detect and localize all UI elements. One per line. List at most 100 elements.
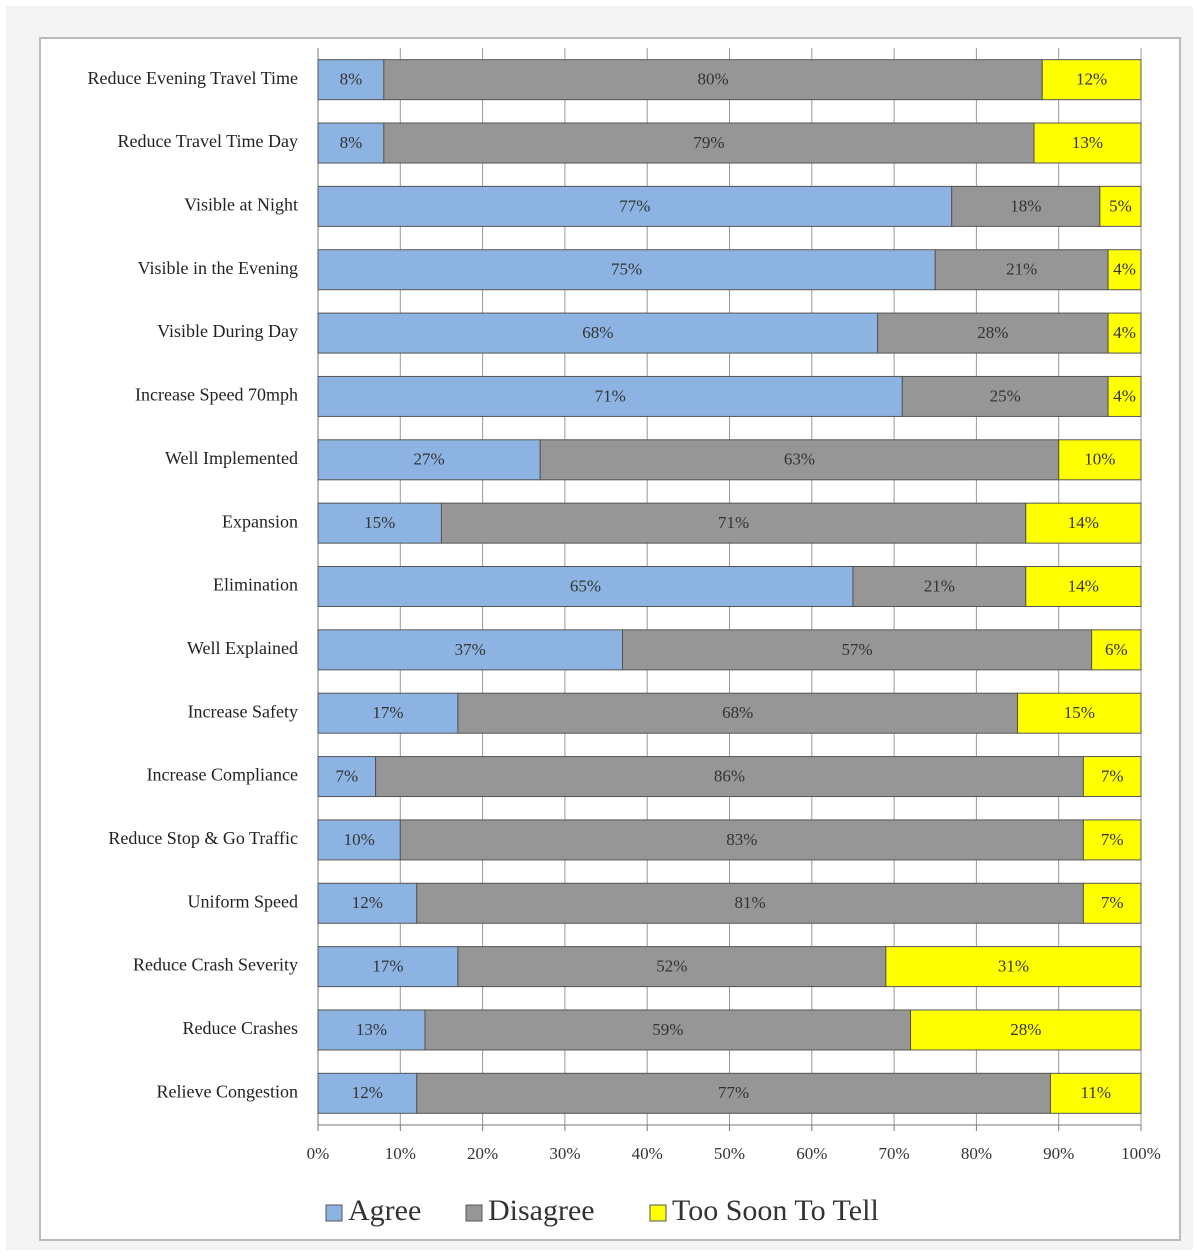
bar-segment — [317, 882, 418, 924]
value-label: 21% — [924, 576, 955, 595]
bar-segment — [1025, 502, 1142, 544]
value-label: 86% — [714, 766, 745, 785]
x-tick-label: 60% — [796, 1144, 827, 1163]
value-label: 14% — [1068, 576, 1099, 595]
bar-segment — [1025, 566, 1142, 607]
category-label: Uniform Speed — [188, 891, 298, 911]
bar-segment — [317, 249, 936, 291]
bar-segment — [951, 185, 1101, 227]
bar-segment — [901, 375, 1109, 417]
legend-swatch — [325, 1204, 343, 1222]
x-tick-label: 70% — [879, 1144, 910, 1163]
category-label: Reduce Stop & Go Traffic — [108, 828, 298, 848]
legend-label: Too Soon To Tell — [672, 1194, 879, 1227]
bar-segment — [383, 122, 1035, 164]
legend-swatch — [465, 1204, 483, 1222]
legend-label: Disagree — [488, 1194, 595, 1227]
bar-segment — [622, 629, 1093, 671]
value-label: 31% — [998, 957, 1029, 976]
value-label: 7% — [1101, 766, 1124, 785]
bar-segment — [317, 439, 541, 481]
bar-segment — [317, 692, 459, 734]
bar-segment — [1058, 439, 1142, 481]
value-label: 15% — [1064, 703, 1095, 722]
x-tick-label: 40% — [632, 1144, 663, 1163]
bar-segment — [910, 1009, 1142, 1051]
x-tick-label: 0% — [307, 1144, 330, 1163]
value-label: 10% — [1084, 450, 1115, 469]
bar-segment — [852, 566, 1027, 607]
value-label: 79% — [693, 133, 724, 152]
value-label: 12% — [352, 1083, 383, 1102]
legend-label: Agree — [348, 1194, 421, 1227]
value-label: 28% — [1010, 1020, 1041, 1039]
bar-segment — [1049, 1072, 1142, 1114]
category-label: Relieve Congestion — [157, 1081, 298, 1101]
category-label: Reduce Crashes — [183, 1018, 298, 1038]
value-label: 68% — [722, 703, 753, 722]
value-label: 12% — [352, 893, 383, 912]
bar-segment — [317, 375, 903, 417]
bar-segment — [1033, 122, 1142, 164]
value-label: 75% — [611, 260, 642, 279]
bar-segment — [317, 312, 879, 354]
value-label: 7% — [1101, 893, 1124, 912]
x-tick-label: 90% — [1043, 1144, 1074, 1163]
bar-segment — [877, 312, 1109, 354]
value-label: 27% — [414, 450, 445, 469]
bar-segment — [1041, 59, 1142, 101]
value-label: 80% — [697, 70, 728, 89]
bar-segment — [317, 1009, 426, 1051]
bar-segment — [539, 439, 1060, 481]
value-label: 18% — [1010, 196, 1041, 215]
bar-segment — [457, 946, 887, 988]
value-label: 17% — [372, 957, 403, 976]
value-label: 77% — [718, 1083, 749, 1102]
value-label: 12% — [1076, 70, 1107, 89]
value-label: 5% — [1109, 196, 1132, 215]
value-label: 17% — [372, 703, 403, 722]
bar-segment — [1017, 692, 1142, 734]
value-label: 7% — [335, 766, 358, 785]
category-label: Visible at Night — [184, 195, 298, 215]
category-label: Increase Speed 70mph — [135, 385, 298, 405]
bar-segment — [317, 185, 953, 227]
value-label: 63% — [784, 450, 815, 469]
category-label: Visible in the Evening — [138, 258, 298, 278]
x-tick-label: 10% — [385, 1144, 416, 1163]
value-label: 14% — [1068, 513, 1099, 532]
x-tick-label: 30% — [549, 1144, 580, 1163]
value-label: 71% — [718, 513, 749, 532]
bar-segment — [416, 1072, 1051, 1114]
category-label: Reduce Evening Travel Time — [88, 68, 299, 88]
bar-segment — [1107, 312, 1142, 354]
value-label: 71% — [595, 386, 626, 405]
x-tick-label: 100% — [1121, 1144, 1161, 1163]
value-label: 8% — [340, 133, 363, 152]
value-label: 57% — [841, 640, 872, 659]
value-label: 81% — [734, 893, 765, 912]
category-label: Well Implemented — [165, 448, 298, 468]
value-label: 7% — [1101, 830, 1124, 849]
bar-segment — [440, 502, 1027, 544]
value-label: 10% — [344, 830, 375, 849]
value-label: 6% — [1105, 640, 1128, 659]
category-label: Reduce Crash Severity — [133, 955, 298, 975]
value-label: 68% — [582, 323, 613, 342]
bar-segment — [934, 249, 1109, 291]
bar-segment — [317, 502, 442, 544]
value-label: 15% — [364, 513, 395, 532]
category-label: Reduce Travel Time Day — [117, 131, 298, 151]
value-label: 4% — [1113, 323, 1136, 342]
bar-segment — [317, 566, 854, 607]
bar-segment — [1091, 629, 1142, 671]
bar-segment — [416, 882, 1084, 924]
value-label: 59% — [652, 1020, 683, 1039]
value-label: 77% — [619, 196, 650, 215]
category-label: Expansion — [222, 511, 298, 531]
legend-swatch — [649, 1204, 667, 1222]
bar-segment — [885, 946, 1142, 988]
value-label: 65% — [570, 576, 601, 595]
value-label: 25% — [990, 386, 1021, 405]
value-label: 37% — [455, 640, 486, 659]
